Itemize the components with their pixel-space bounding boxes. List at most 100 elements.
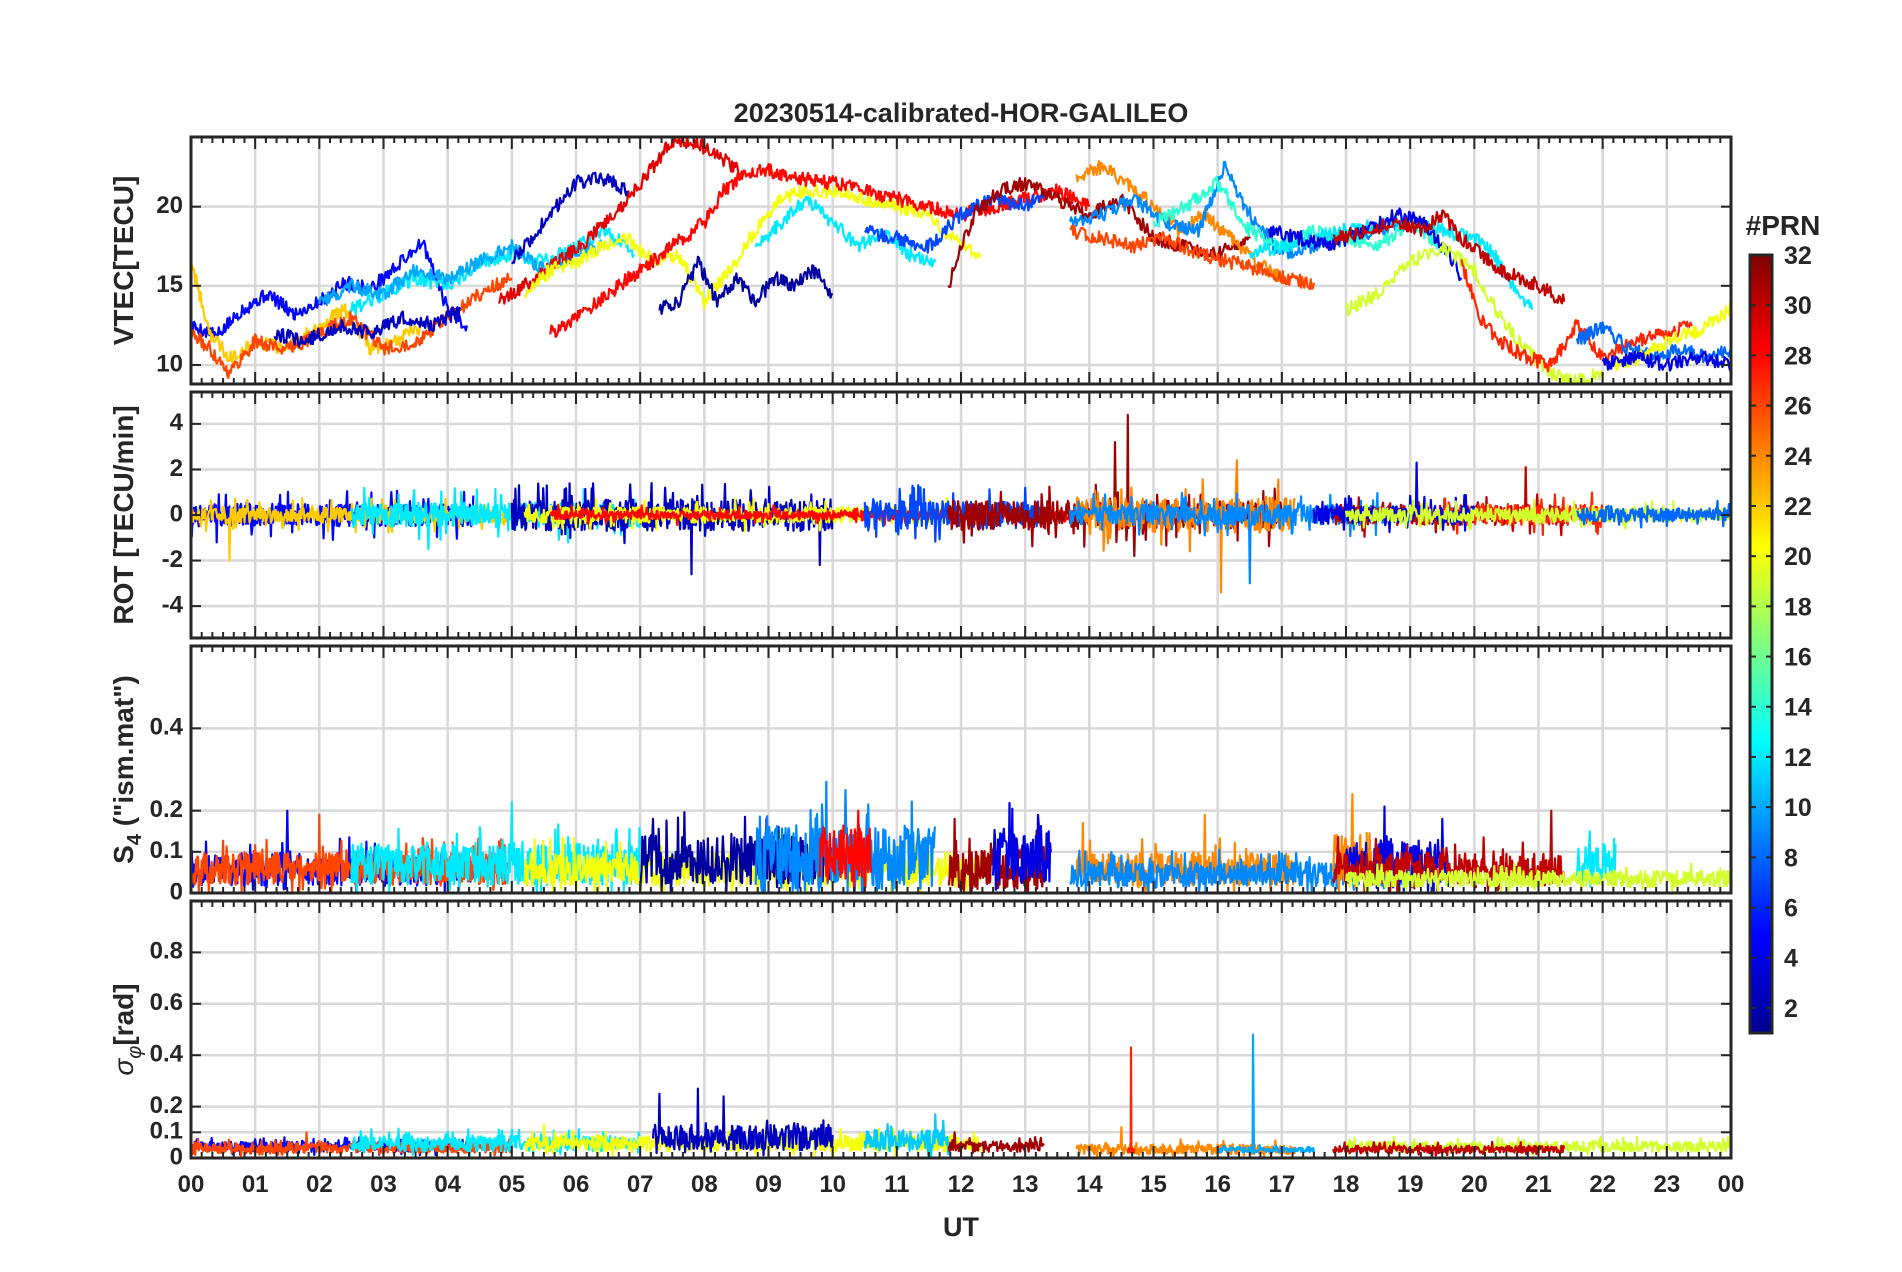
colorbar-tick-label: 8 xyxy=(1784,844,1798,872)
colorbar-tick-label: 24 xyxy=(1784,443,1812,471)
colorbar-tick-label: 6 xyxy=(1784,895,1798,923)
series-line-prn-19 xyxy=(1344,241,1604,384)
y-tick-label: -2 xyxy=(162,546,183,573)
vtec-panel: 10 15 20 VTEC[TECU] xyxy=(108,135,1733,386)
series-line-prn-12 xyxy=(1248,215,1534,310)
x-tick-label: 07 xyxy=(627,1171,654,1198)
x-tick-label: 00 xyxy=(178,1171,205,1198)
series-line-prn-24 xyxy=(1075,160,1283,283)
series-line-prn-30 xyxy=(1332,209,1566,305)
y-tick-label: 20 xyxy=(156,192,183,219)
y-tick-label: 2 xyxy=(170,455,183,482)
series-line-prn-9 xyxy=(1069,848,1412,892)
colorbar-tick-label: 14 xyxy=(1784,694,1812,722)
y-axis-label: S4 ("ism.mat") xyxy=(108,675,146,864)
colorbar-tick-label: 16 xyxy=(1784,644,1812,672)
series-line-prn-19 xyxy=(1344,862,1731,892)
x-tick-label: 13 xyxy=(1012,1171,1039,1198)
colorbar-label: #PRN xyxy=(1746,210,1821,241)
series-line-prn-27 xyxy=(1460,259,1693,373)
grid-lines xyxy=(189,901,1733,1160)
rot-panel: 4 2 0 -2 -4 ROT [TECU/min] xyxy=(108,390,1733,640)
y-tick-label: 0.2 xyxy=(150,796,183,823)
y-tick-label: 0 xyxy=(170,878,183,905)
x-tick-label: 15 xyxy=(1140,1171,1167,1198)
chart-title: 20230514-calibrated-HOR-GALILEO xyxy=(734,98,1189,128)
y-tick-label: 15 xyxy=(156,271,183,298)
x-tick-label: 03 xyxy=(370,1171,397,1198)
series-line-prn-2 xyxy=(639,811,834,892)
y-tick-label: 0 xyxy=(170,1143,183,1170)
x-tick-label: 00 xyxy=(1718,1171,1745,1198)
x-axis-label: UT xyxy=(943,1212,979,1242)
series-group xyxy=(191,413,1731,594)
series-line-prn-12 xyxy=(754,195,937,268)
y-tick-label: 0.4 xyxy=(150,714,184,741)
x-tick-label: 05 xyxy=(498,1171,525,1198)
x-tick-label: 12 xyxy=(948,1171,975,1198)
y-tick-label: 0.6 xyxy=(150,989,183,1016)
sigma-phi-panel: 0.8 0.6 0.4 0.20.10 σφ[rad] 00 01 02 03 04 05 06 07 0… xyxy=(108,899,1745,1198)
colorbar-gradient xyxy=(1748,253,1774,1035)
x-tick-label: 14 xyxy=(1076,1171,1103,1198)
series-line-prn-10 xyxy=(1217,1033,1315,1155)
series-line-prn-28 xyxy=(818,809,873,892)
series-line-prn-20 xyxy=(523,183,982,310)
y-tick-label: 0.2 xyxy=(150,1092,183,1119)
y-axis-label: VTEC[TECU] xyxy=(108,176,139,346)
x-tick-label: 21 xyxy=(1525,1171,1552,1198)
series-line-prn-4 xyxy=(992,801,1052,891)
y-tick-label: 0.4 xyxy=(150,1041,184,1068)
colorbar-tick-label: 4 xyxy=(1784,945,1798,973)
series-line-prn-11 xyxy=(863,1113,950,1158)
x-tick-label: 22 xyxy=(1589,1171,1616,1198)
y-axis-label: σφ[rad] xyxy=(108,983,146,1075)
colorbar-tick-label: 30 xyxy=(1784,292,1812,320)
series-line-prn-4 xyxy=(1601,350,1731,372)
colorbar-tick-label: 18 xyxy=(1784,593,1812,621)
series-line-prn-24 xyxy=(1075,1126,1296,1158)
x-tick-label: 16 xyxy=(1204,1171,1231,1198)
series-group xyxy=(191,780,1731,892)
y-tick-label: 0 xyxy=(170,500,183,527)
colorbar-tick-label: 12 xyxy=(1784,744,1812,772)
y-axis-label: ROT [TECU/min] xyxy=(108,405,139,624)
x-tick-label: 06 xyxy=(563,1171,590,1198)
x-tick-label: 08 xyxy=(691,1171,718,1198)
x-tick-label: 09 xyxy=(755,1171,782,1198)
x-tick-label: 02 xyxy=(306,1171,333,1198)
series-line-prn-9 xyxy=(1069,491,1412,585)
s4-panel: 0.4 0.2 0.1 0 S4 ("ism.mat") xyxy=(108,644,1733,905)
x-tick-label: 11 xyxy=(884,1171,909,1198)
colorbar-tick-label: 32 xyxy=(1784,242,1812,270)
series-line-prn-2 xyxy=(658,255,834,315)
series-line-prn-7 xyxy=(863,190,1046,254)
grid-lines xyxy=(189,137,1733,384)
series-line-prn-3 xyxy=(510,171,629,265)
x-tick-label: 17 xyxy=(1268,1171,1295,1198)
colorbar-tick-label: 20 xyxy=(1784,543,1812,571)
x-tick-label: 18 xyxy=(1333,1171,1360,1198)
x-tick-label: 20 xyxy=(1461,1171,1488,1198)
colorbar-tick-label: 26 xyxy=(1784,393,1812,421)
series-line-prn-26 xyxy=(1069,224,1315,291)
series-line-prn-24 xyxy=(1075,459,1296,594)
series-line-prn-4 xyxy=(1267,207,1463,282)
x-tick-label: 23 xyxy=(1653,1171,1680,1198)
x-tick-label: 19 xyxy=(1397,1171,1424,1198)
series-line-prn-30 xyxy=(1332,1140,1566,1157)
y-tick-label: 0.1 xyxy=(150,837,183,864)
y-tick-label: 10 xyxy=(156,350,183,377)
series-line-prn-3 xyxy=(273,306,462,348)
series-group xyxy=(191,137,1731,384)
series-line-prn-27 xyxy=(1126,1046,1136,1154)
x-tick-label: 01 xyxy=(242,1171,269,1198)
series-line-prn-31 xyxy=(947,413,1283,558)
colorbar-tick-label: 28 xyxy=(1784,342,1812,370)
series-line-prn-31 xyxy=(947,1131,1045,1154)
series-line-prn-12 xyxy=(1575,830,1617,892)
series-line-prn-9 xyxy=(754,780,937,892)
y-tick-label: 4 xyxy=(170,409,184,436)
